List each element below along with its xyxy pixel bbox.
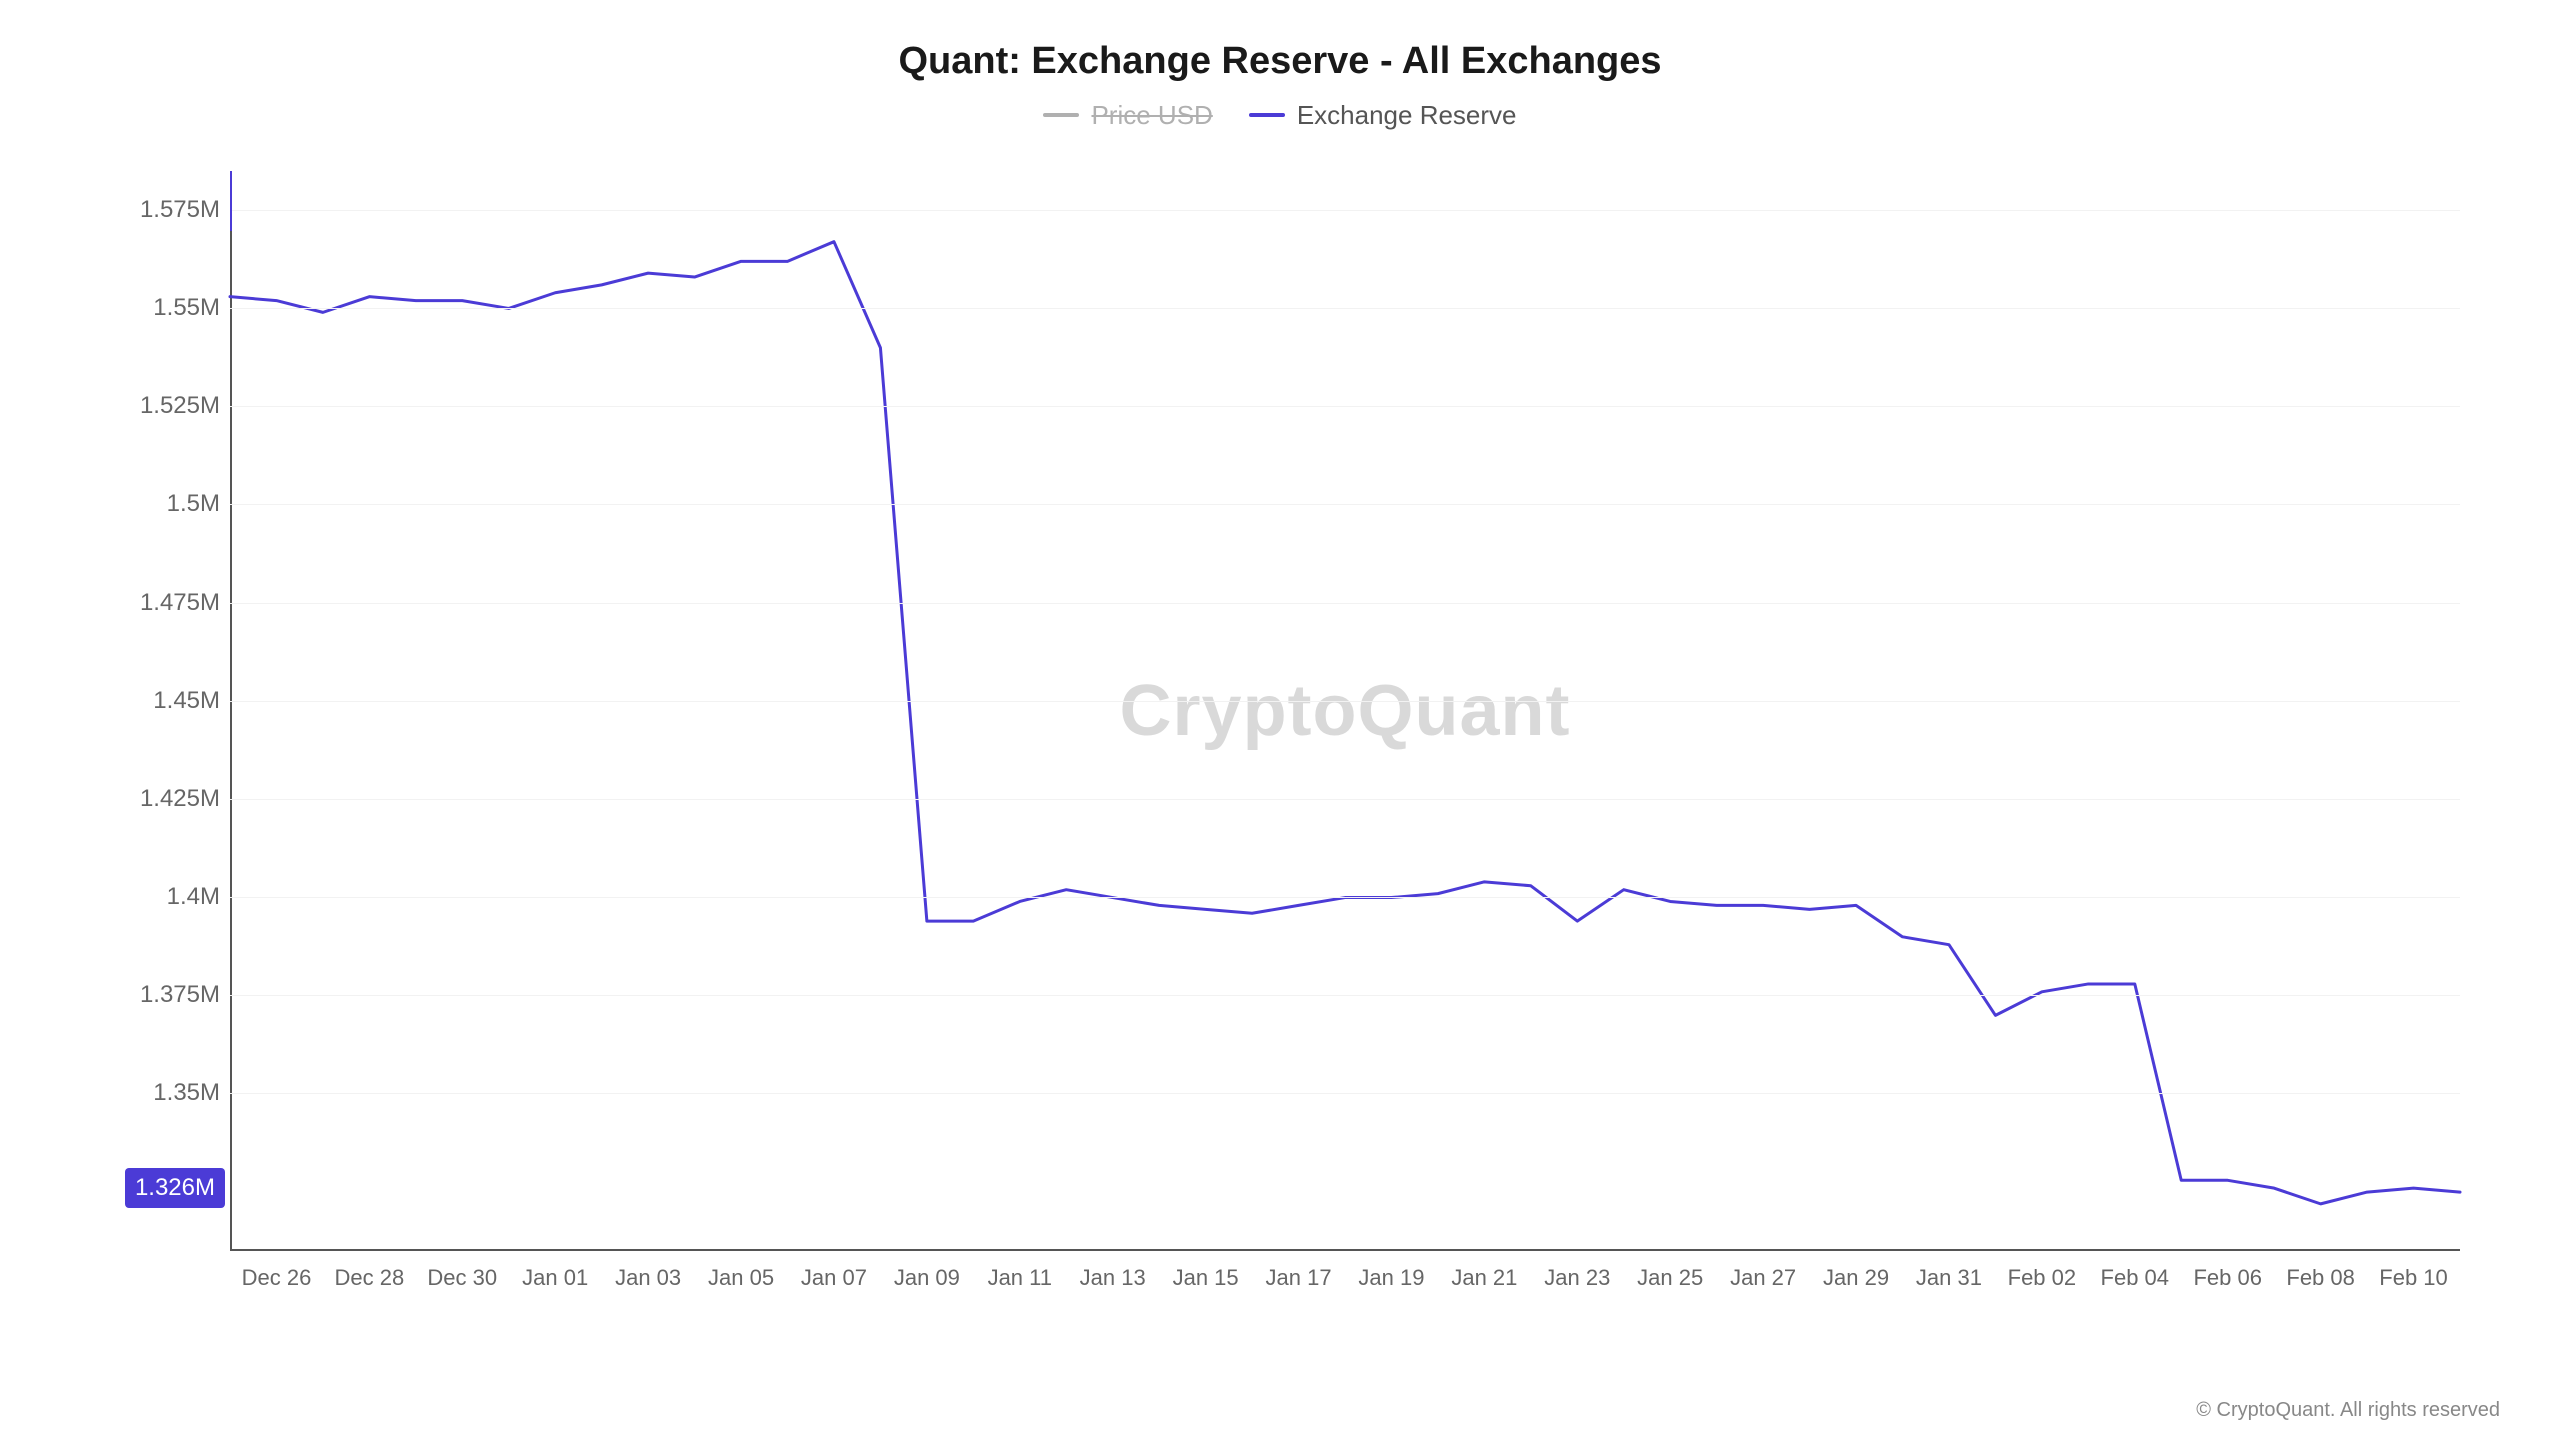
- grid-line: [230, 406, 2460, 407]
- grid-line: [230, 1093, 2460, 1094]
- x-axis-label: Jan 17: [1266, 1265, 1332, 1291]
- x-axis-label: Feb 10: [2379, 1265, 2448, 1291]
- legend-label: Price USD: [1091, 100, 1212, 131]
- x-axis-label: Jan 23: [1544, 1265, 1610, 1291]
- x-axis-label: Jan 07: [801, 1265, 867, 1291]
- legend-swatch: [1249, 113, 1285, 117]
- y-axis-label: 1.4M: [80, 883, 220, 911]
- y-axis-label: 1.45M: [80, 687, 220, 715]
- grid-line: [230, 701, 2460, 702]
- x-axis-label: Jan 13: [1080, 1265, 1146, 1291]
- x-axis-label: Feb 06: [2193, 1265, 2262, 1291]
- plot-area: CryptoQuant: [230, 171, 2460, 1251]
- grid-line: [230, 897, 2460, 898]
- y-axis-current-label: 1.326M: [125, 1168, 225, 1208]
- y-axis-label: 1.575M: [80, 196, 220, 224]
- left-marker: [230, 171, 232, 231]
- y-axis-label: 1.35M: [80, 1079, 220, 1107]
- legend-item[interactable]: Price USD: [1043, 100, 1212, 131]
- x-axis-label: Feb 02: [2008, 1265, 2077, 1291]
- y-axis-label: 1.55M: [80, 294, 220, 322]
- x-axis-label: Jan 19: [1358, 1265, 1424, 1291]
- x-axis-label: Jan 05: [708, 1265, 774, 1291]
- x-axis-label: Jan 25: [1637, 1265, 1703, 1291]
- grid-line: [230, 603, 2460, 604]
- x-axis-label: Jan 03: [615, 1265, 681, 1291]
- x-axis-label: Jan 01: [522, 1265, 588, 1291]
- y-axis-label: 1.425M: [80, 785, 220, 813]
- x-axis-label: Dec 30: [427, 1265, 497, 1291]
- grid-line: [230, 504, 2460, 505]
- chart-plot-wrap: CryptoQuant 1.575M 1.55M 1.525M 1.5M 1.475M 1…: [60, 151, 2500, 1331]
- x-axis-label: Feb 04: [2101, 1265, 2170, 1291]
- grid-line: [230, 995, 2460, 996]
- y-axis-label: 1.5M: [80, 490, 220, 518]
- chart-title: Quant: Exchange Reserve - All Exchanges: [60, 40, 2500, 83]
- x-axis-label: Jan 11: [988, 1265, 1052, 1291]
- x-axis-label: Dec 26: [242, 1265, 312, 1291]
- chart-legend: Price USD Exchange Reserve: [60, 93, 2500, 131]
- legend-swatch: [1043, 113, 1079, 117]
- x-axis-label: Jan 31: [1916, 1265, 1982, 1291]
- x-axis-label: Jan 27: [1730, 1265, 1796, 1291]
- x-axis-label: Jan 15: [1173, 1265, 1239, 1291]
- grid-line: [230, 308, 2460, 309]
- x-axis-label: Jan 21: [1451, 1265, 1517, 1291]
- grid-line: [230, 799, 2460, 800]
- x-axis-label: Jan 09: [894, 1265, 960, 1291]
- series-line-exchange-reserve: [230, 241, 2460, 1203]
- chart-container: Quant: Exchange Reserve - All Exchanges …: [0, 0, 2560, 1440]
- y-axis-label: 1.375M: [80, 981, 220, 1009]
- x-axis-label: Feb 08: [2286, 1265, 2355, 1291]
- y-axis-label: 1.525M: [80, 392, 220, 420]
- y-axis-label: 1.475M: [80, 589, 220, 617]
- copyright-text: © CryptoQuant. All rights reserved: [2196, 1399, 2500, 1422]
- legend-label: Exchange Reserve: [1297, 100, 1517, 131]
- grid-line: [230, 210, 2460, 211]
- line-chart-svg: [230, 171, 2460, 1251]
- x-axis-label: Dec 28: [335, 1265, 405, 1291]
- legend-item[interactable]: Exchange Reserve: [1249, 100, 1517, 131]
- x-axis-label: Jan 29: [1823, 1265, 1889, 1291]
